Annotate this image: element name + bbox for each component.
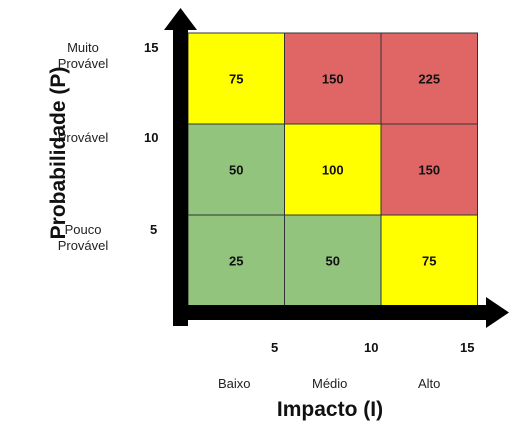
cell-value: 25: [229, 254, 243, 269]
y-category-pouco-provavel: Pouco Provável: [48, 222, 118, 254]
cell-p15-i3: [380, 32, 478, 125]
cell-value: 100: [322, 163, 344, 178]
x-axis-title: Impacto (I): [276, 398, 384, 421]
y-category-muito-provavel: Muito Provável: [48, 40, 118, 72]
x-category-medio: Médio: [312, 376, 348, 391]
cell-p15-i1: [187, 32, 285, 125]
y-category-pouco-provavel-line1: Pouco: [64, 222, 102, 237]
cell-value: 50: [326, 254, 340, 269]
y-category-muito-provavel-line1: Muito: [67, 40, 99, 55]
cell-p5-i1: [187, 214, 285, 307]
x-category-baixo: Baixo: [218, 376, 251, 391]
x-tick-15: 15: [460, 340, 475, 355]
y-category-pouco-provavel-line2: Provável: [57, 238, 109, 253]
y-tick-10: 10: [144, 130, 159, 145]
x-tick-5: 5: [271, 340, 279, 355]
cell-value: 150: [322, 72, 344, 87]
x-tick-10: 10: [364, 340, 379, 355]
cell-p5-i3: [380, 214, 478, 307]
x-category-alto: Alto: [418, 376, 441, 391]
y-tick-15: 15: [144, 40, 159, 55]
cell-value: 75: [422, 254, 436, 269]
cell-p10-i1: [187, 123, 285, 216]
matrix-cells: 75 150 225 50 100 150 25 50 75: [187, 32, 478, 307]
y-axis-arrowhead: [164, 8, 197, 30]
y-axis-line: [173, 26, 188, 326]
cell-value: 225: [418, 72, 440, 87]
y-axis-title: Probabilidade (P): [47, 66, 70, 240]
y-category-provavel: Provável: [57, 130, 109, 145]
cell-value: 50: [229, 163, 243, 178]
y-tick-5: 5: [150, 222, 158, 237]
y-category-muito-provavel-line2: Provável: [57, 56, 109, 71]
cell-value: 75: [229, 72, 243, 87]
cell-value: 150: [418, 163, 440, 178]
cell-p10-i2: [284, 123, 382, 216]
axes: [164, 8, 509, 328]
x-axis-line: [173, 305, 489, 320]
x-axis-arrowhead: [486, 297, 509, 328]
cell-p10-i3: [380, 123, 478, 216]
cell-p5-i2: [284, 214, 382, 307]
